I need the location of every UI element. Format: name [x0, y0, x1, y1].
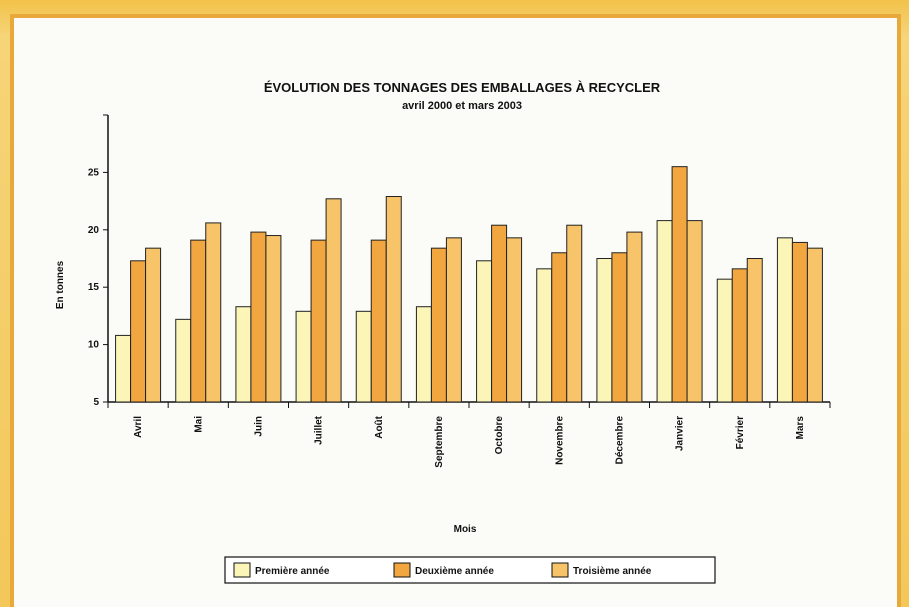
bar — [611, 252, 628, 403]
bar — [566, 224, 583, 403]
legend-swatch — [393, 562, 411, 578]
bar — [671, 166, 688, 403]
x-tick-label: Novembre — [554, 416, 565, 465]
y-tick-label: 25 — [88, 167, 100, 178]
x-tick-label: Juin — [253, 416, 264, 437]
legend-swatch — [551, 562, 569, 578]
bar — [596, 258, 613, 403]
x-tick-label: Octobre — [494, 416, 505, 455]
legend-label: Première année — [255, 566, 330, 577]
axes — [103, 114, 831, 408]
legend: Première année Deuxième année Troisième an… — [224, 556, 716, 584]
bar — [746, 258, 763, 403]
bar — [716, 278, 733, 403]
bar — [190, 239, 207, 403]
bar — [536, 268, 553, 403]
legend-label: Troisième année — [573, 566, 652, 577]
x-tick-label: Août — [374, 415, 385, 438]
x-tick-label: Juillet — [314, 415, 325, 445]
bar — [656, 220, 673, 403]
bar — [626, 231, 643, 403]
y-tick-label: 10 — [88, 340, 100, 351]
bar — [415, 306, 432, 403]
y-tick-label: 20 — [88, 225, 100, 236]
bar — [265, 235, 282, 403]
bar — [551, 252, 568, 403]
bar — [310, 239, 327, 403]
bar — [175, 318, 192, 403]
x-tick-labels: Avril Mai Juin Juillet Août Septembre Octobre N… — [133, 415, 806, 467]
bar — [506, 237, 523, 403]
x-tick-label: Avril — [133, 416, 144, 438]
legend-swatch — [233, 562, 251, 578]
x-axis-label: Mois — [454, 524, 477, 535]
x-tick-label: Janvier — [675, 416, 686, 451]
x-tick-label: Février — [735, 416, 746, 449]
bar — [325, 198, 342, 403]
bar — [295, 310, 312, 403]
bar — [731, 268, 748, 403]
bar — [145, 247, 162, 403]
y-tick-labels: 5 10 15 20 25 — [88, 167, 100, 408]
chart-subtitle: avril 2000 et mars 2003 — [402, 100, 522, 112]
bar — [235, 306, 252, 403]
bar — [205, 222, 222, 403]
bar — [430, 247, 447, 403]
y-tick-label: 5 — [93, 397, 99, 408]
bar — [806, 247, 823, 403]
bar — [130, 260, 147, 403]
bar — [250, 231, 267, 403]
chart-title: ÉVOLUTION DES TONNAGES DES EMBALLAGES À … — [264, 80, 661, 95]
bar — [385, 196, 402, 403]
x-tick-label: Mai — [193, 416, 204, 433]
bar — [370, 239, 387, 403]
y-tick-label: 15 — [88, 282, 100, 293]
bar — [686, 220, 703, 403]
x-tick-label: Septembre — [434, 416, 445, 468]
legend-label: Deuxième année — [415, 566, 494, 577]
bar — [355, 310, 372, 403]
legend-box — [224, 556, 716, 584]
bar — [115, 334, 132, 403]
bar — [491, 224, 508, 403]
bar — [445, 237, 462, 403]
y-axis-label: En tonnes — [55, 260, 66, 309]
bar — [476, 260, 493, 403]
bar — [776, 237, 793, 403]
bars-group — [115, 166, 823, 403]
x-tick-label: Décembre — [614, 416, 625, 465]
x-tick-label: Mars — [795, 416, 806, 440]
bar — [791, 241, 808, 403]
